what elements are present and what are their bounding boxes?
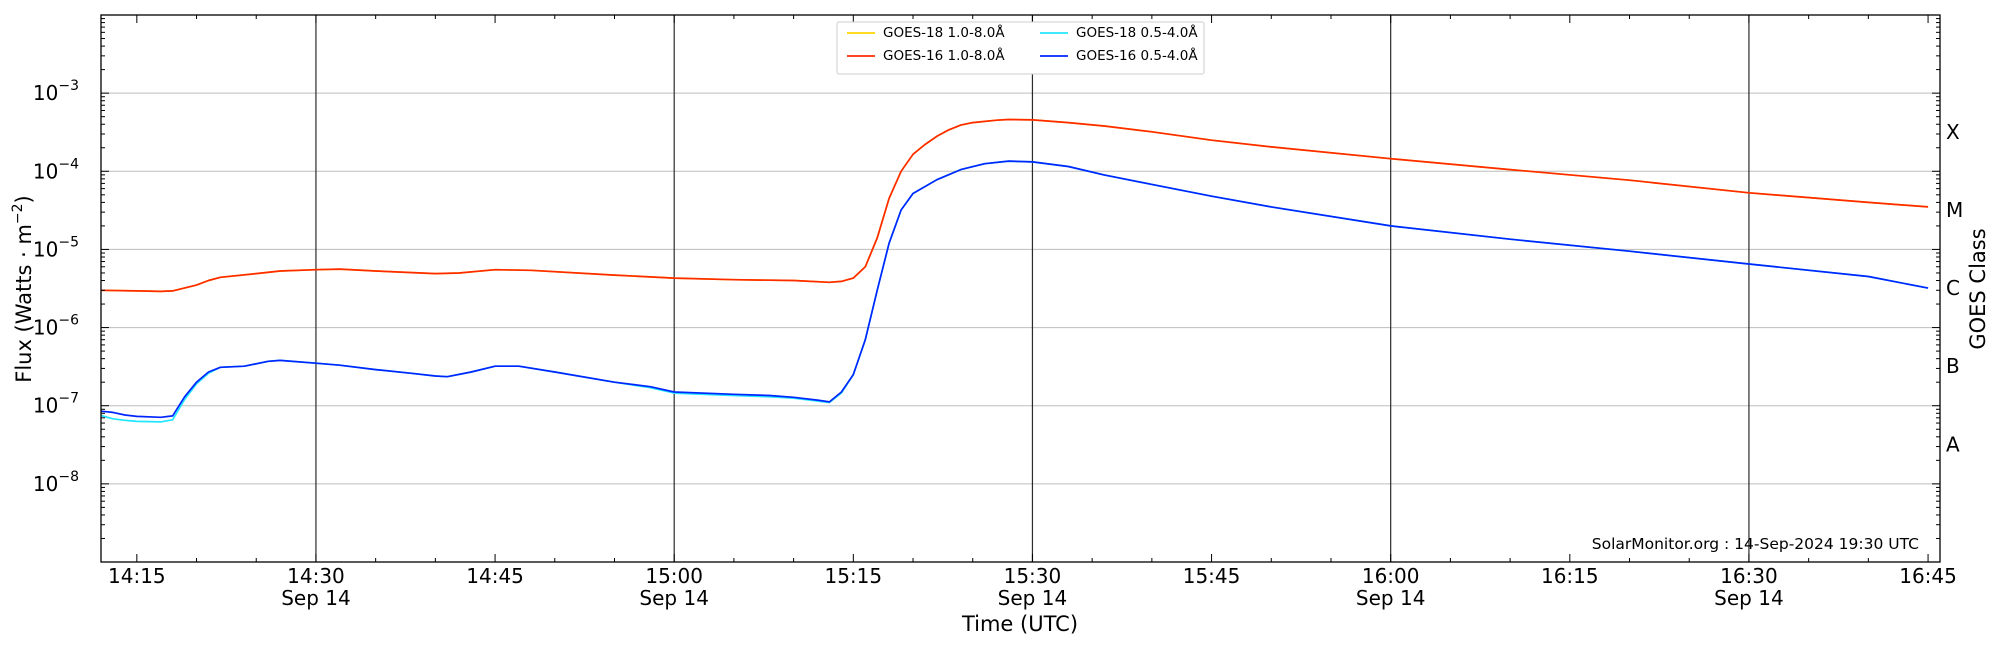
y-tick-exponent: −3 <box>58 78 79 94</box>
x-tick-label: 14:15 <box>108 564 166 588</box>
y-tick-labels: 10−810−710−610−510−410−3 <box>33 78 79 496</box>
horizontal-gridlines <box>101 92 1940 485</box>
y-tick-base: 10 <box>33 81 58 105</box>
x-tick-label: 16:15 <box>1541 564 1599 588</box>
y-tick-base: 10 <box>33 316 58 340</box>
x-tick-date-label: Sep 14 <box>1714 586 1784 610</box>
y-tick-base: 10 <box>33 394 58 418</box>
y-tick-label: 10−8 <box>33 469 79 496</box>
axis-ticks <box>101 15 1940 563</box>
series-line-4 <box>100 160 1929 419</box>
y-tick-base: 10 <box>33 159 58 183</box>
y-tick-exponent: −4 <box>58 156 79 172</box>
y-tick-exponent: −8 <box>58 469 79 485</box>
legend-label: GOES-18 0.5-4.0Å <box>1076 24 1198 41</box>
y-axis-label-main: Flux (Watts · m <box>12 224 36 383</box>
x-tick-label: 15:30 <box>1004 564 1062 588</box>
x-tick-label: 14:45 <box>466 564 524 588</box>
x-tick-date-label: Sep 14 <box>639 586 709 610</box>
y-tick-label: 10−6 <box>33 313 79 340</box>
goes-class-a: A <box>1946 432 1960 456</box>
y-tick-label: 10−5 <box>33 234 79 261</box>
x-tick-date-label: Sep 14 <box>281 586 351 610</box>
legend-label: GOES-16 1.0-8.0Å <box>883 47 1005 64</box>
x-tick-date-label: Sep 14 <box>1356 586 1426 610</box>
y-tick-exponent: −5 <box>58 234 79 250</box>
series-line-2 <box>100 118 1929 293</box>
vertical-time-lines <box>315 15 1750 562</box>
y-axis-label-close: ) <box>12 195 36 203</box>
x-tick-label: 15:00 <box>645 564 703 588</box>
x-tick-label: 15:15 <box>824 564 882 588</box>
y-axis-label: Flux (Watts · m−2) <box>10 195 36 383</box>
credit-text: SolarMonitor.org : 14-Sep-2024 19:30 UTC <box>1592 535 1919 553</box>
x-tick-label: 15:45 <box>1183 564 1241 588</box>
y-tick-base: 10 <box>33 472 58 496</box>
goes-class-axis-label: GOES Class <box>1966 228 1990 349</box>
y-tick-exponent: −7 <box>58 391 79 407</box>
x-tick-date-label: Sep 14 <box>998 586 1068 610</box>
x-tick-label: 16:30 <box>1720 564 1778 588</box>
goes-class-labels: A B C M X <box>1946 120 1963 457</box>
plot-frame <box>100 14 1941 563</box>
goes-class-x: X <box>1946 120 1960 144</box>
x-tick-label: 16:45 <box>1899 564 1957 588</box>
legend: GOES-18 1.0-8.0Å GOES-16 1.0-8.0Å GOES-18 … <box>836 21 1205 75</box>
goes-class-b: B <box>1946 354 1960 378</box>
y-tick-label: 10−3 <box>33 78 79 105</box>
series-lines <box>100 118 1929 423</box>
legend-box <box>836 21 1205 75</box>
goes-class-m: M <box>1946 198 1963 222</box>
y-tick-exponent: −6 <box>58 313 79 329</box>
goes-class-c: C <box>1946 276 1960 300</box>
y-tick-label: 10−4 <box>33 156 79 183</box>
y-tick-base: 10 <box>33 237 58 261</box>
x-tick-label: 16:00 <box>1362 564 1420 588</box>
x-tick-label: 14:30 <box>287 564 345 588</box>
y-tick-label: 10−7 <box>33 391 79 418</box>
legend-label: GOES-16 0.5-4.0Å <box>1076 47 1198 64</box>
y-axis-label-exponent: −2 <box>10 203 26 224</box>
x-axis-label: Time (UTC) <box>961 612 1078 636</box>
legend-label: GOES-18 1.0-8.0Å <box>883 24 1005 41</box>
